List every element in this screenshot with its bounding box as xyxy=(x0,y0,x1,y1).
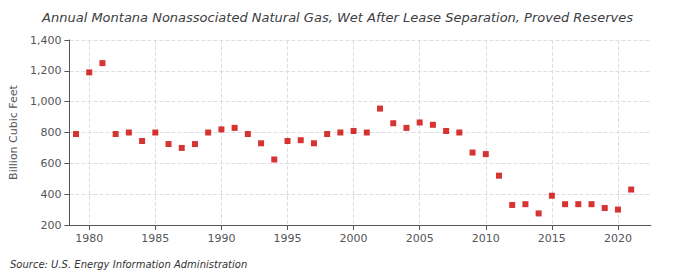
svg-text:200: 200 xyxy=(40,219,61,232)
svg-text:2005: 2005 xyxy=(406,232,434,245)
svg-text:1,000: 1,000 xyxy=(30,95,62,108)
svg-text:1990: 1990 xyxy=(207,232,235,245)
svg-text:2000: 2000 xyxy=(340,232,368,245)
svg-text:1995: 1995 xyxy=(273,232,301,245)
svg-text:2010: 2010 xyxy=(472,232,500,245)
svg-text:2020: 2020 xyxy=(604,232,632,245)
svg-text:400: 400 xyxy=(40,188,61,201)
svg-text:1980: 1980 xyxy=(75,232,103,245)
svg-text:Source: U.S. Energy Informatio: Source: U.S. Energy Information Administ… xyxy=(10,259,247,270)
svg-text:600: 600 xyxy=(40,157,61,170)
svg-text:Annual Montana Nonassociated N: Annual Montana Nonassociated Natural Gas… xyxy=(41,10,633,25)
svg-text:1,400: 1,400 xyxy=(30,34,62,47)
svg-text:Billion Cubic Feet: Billion Cubic Feet xyxy=(7,84,20,179)
svg-text:1,200: 1,200 xyxy=(30,64,62,77)
svg-text:2015: 2015 xyxy=(538,232,566,245)
svg-text:1985: 1985 xyxy=(141,232,169,245)
svg-text:800: 800 xyxy=(40,126,61,139)
